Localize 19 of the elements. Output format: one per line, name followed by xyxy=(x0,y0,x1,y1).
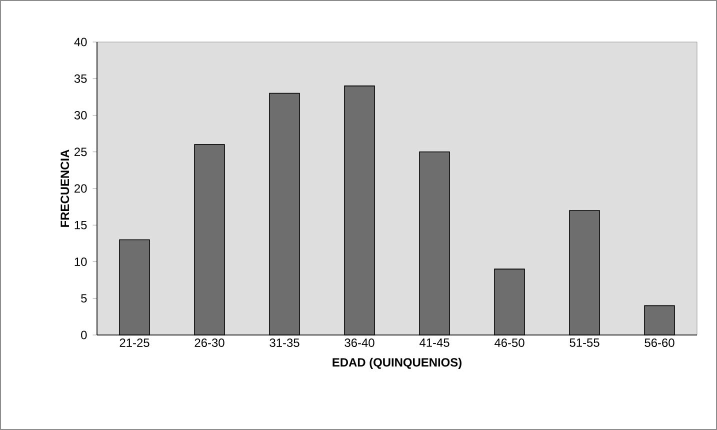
y-tick-label: 30 xyxy=(74,111,87,120)
y-tick-label: 5 xyxy=(81,294,87,303)
x-tick-label: 51-55 xyxy=(570,338,600,347)
x-tick-label: 41-45 xyxy=(420,338,450,347)
y-tick-label: 25 xyxy=(74,148,87,156)
x-tick-label: 31-35 xyxy=(270,338,300,347)
x-axis-title: EDAD (QUINQUENIOS) xyxy=(332,358,462,369)
y-axis-title: FRECUENCIA xyxy=(60,150,70,227)
y-tick-label: 10 xyxy=(74,258,87,266)
x-tick-label: 46-50 xyxy=(494,338,524,347)
y-tick-label: 15 xyxy=(74,220,87,230)
y-tick-label: 20 xyxy=(74,184,87,193)
y-tick-label: 40 xyxy=(74,38,87,46)
x-tick-label: 56-60 xyxy=(644,338,674,347)
x-tick-label: 36-40 xyxy=(344,338,374,347)
x-tick-label: 26-30 xyxy=(194,338,224,347)
y-tick-label: 0 xyxy=(81,330,87,340)
y-tick-label: 35 xyxy=(74,74,87,83)
x-tick-label: 21-25 xyxy=(120,338,150,347)
